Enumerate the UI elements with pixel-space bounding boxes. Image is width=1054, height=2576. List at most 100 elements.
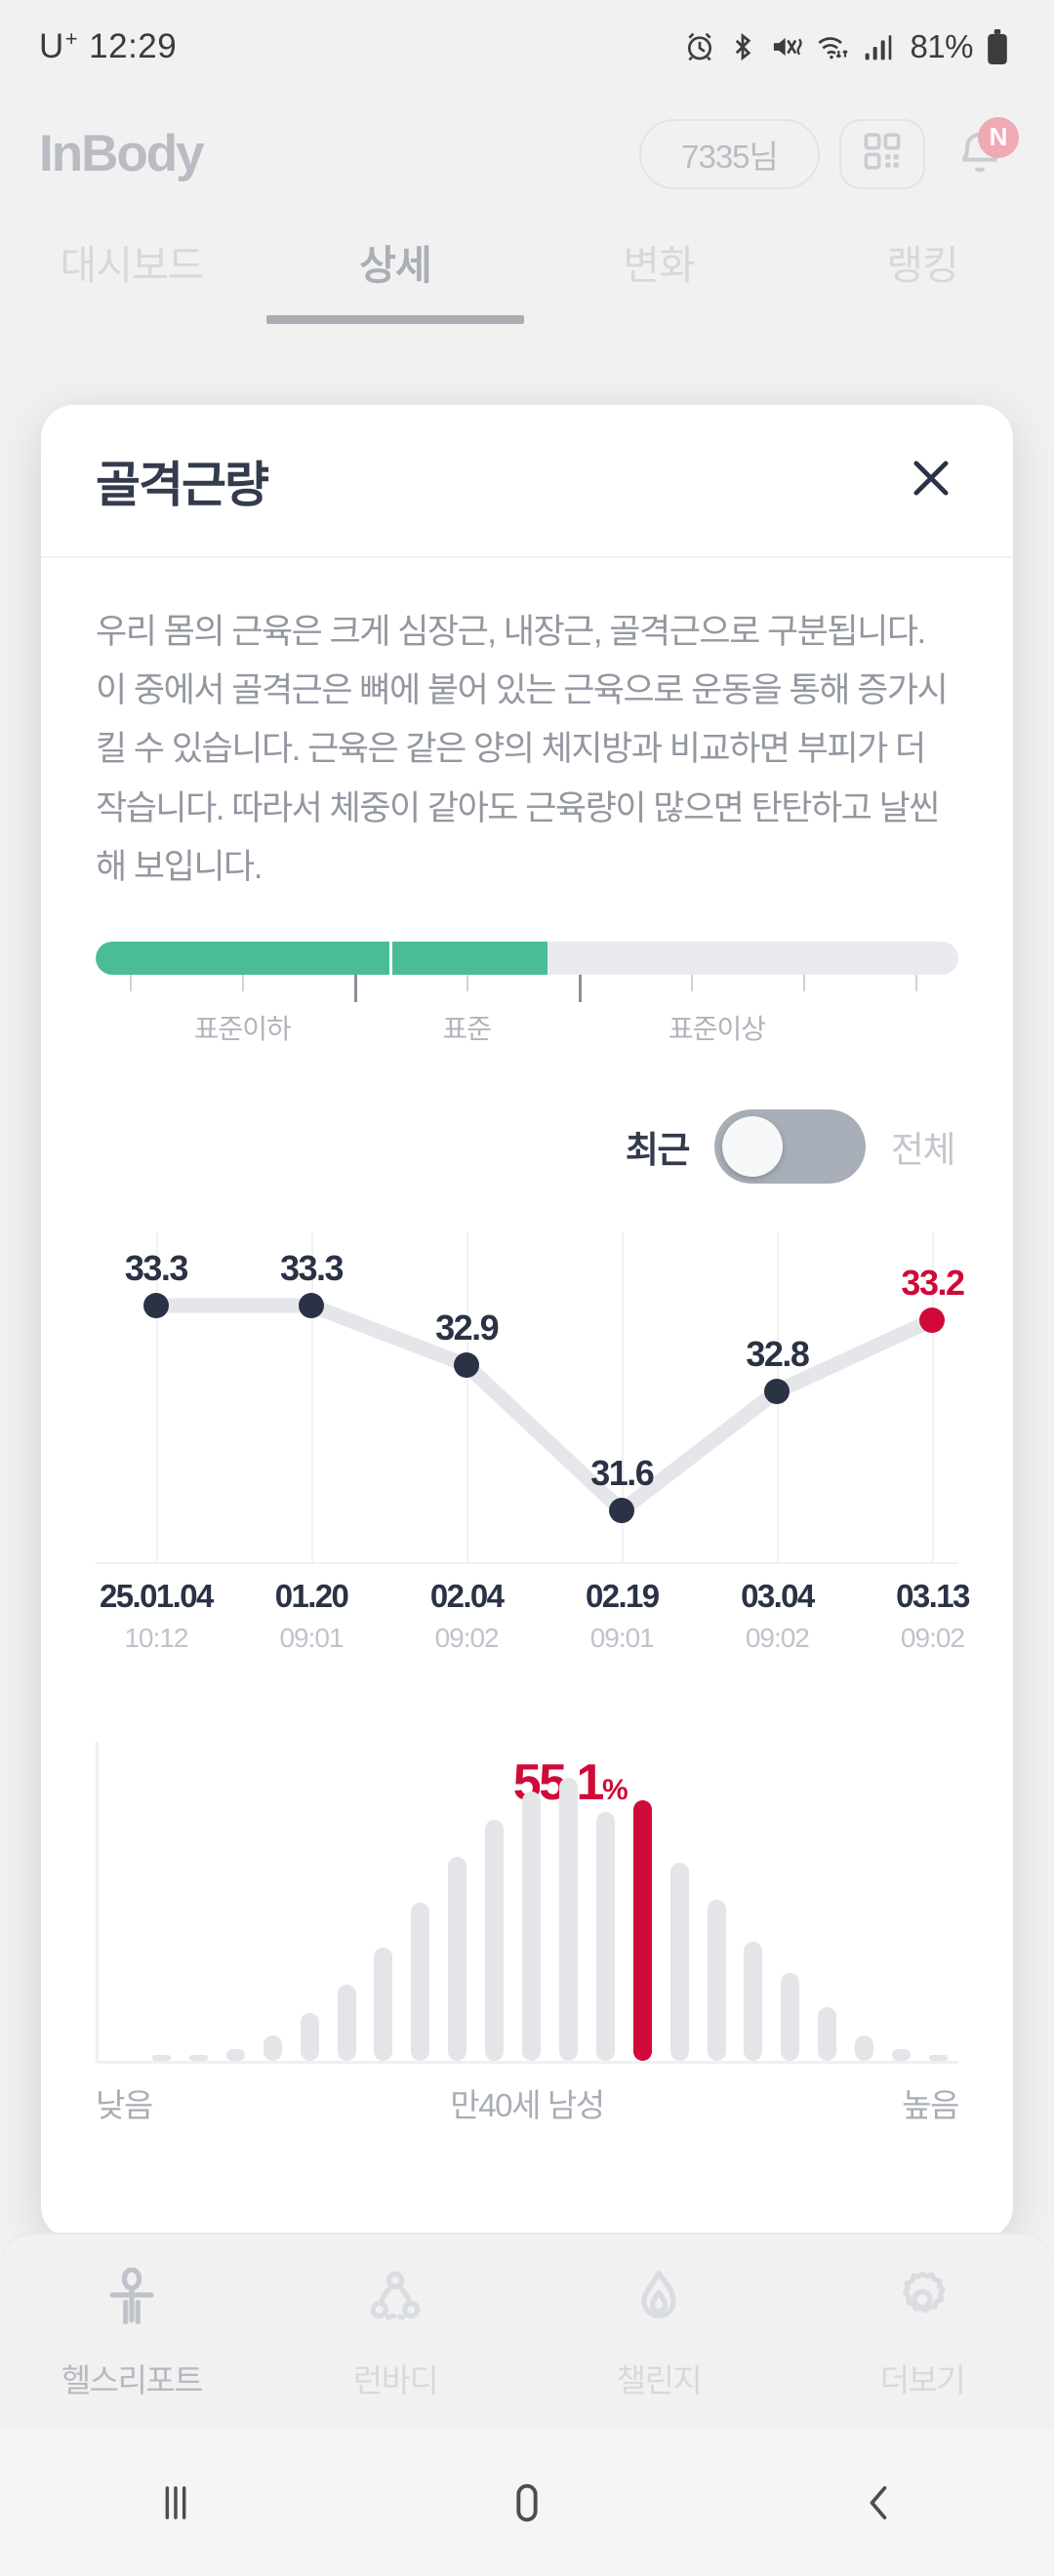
gauge-label-below: 표준이하 <box>193 1013 292 1044</box>
gear-icon <box>885 2263 959 2337</box>
line-chart-x-axis: 25.01.04 10:12 01.20 09:01 02.04 09:02 0… <box>96 1577 970 1685</box>
tab-dashboard[interactable]: 대시보드 <box>60 243 205 288</box>
toggle-label-all[interactable]: 전체 <box>890 1129 956 1170</box>
histogram-bar <box>152 2054 171 2061</box>
x-axis-tick-0: 25.01.04 10:12 <box>100 1577 214 1654</box>
x-axis-date-4: 03.04 <box>741 1577 815 1614</box>
nav-label-more: 더보기 <box>879 2362 966 2398</box>
histogram-bar <box>337 1984 356 2061</box>
tab-ranking[interactable]: 랭킹 <box>886 243 958 288</box>
nav-item-health-report[interactable]: 헬스리포트 <box>0 2263 264 2401</box>
clock-label: 12:29 <box>89 26 178 65</box>
status-bar-right: 81% <box>684 28 1009 65</box>
x-axis-tick-3: 02.19 09:01 <box>585 1577 660 1654</box>
header-actions: 7335님 N <box>639 116 1019 189</box>
standard-range-gauge: 표준이하 표준 표준이상 <box>96 941 958 1059</box>
tab-detail[interactable]: 상세 <box>264 232 527 324</box>
skeletal-muscle-modal: 골격근량 우리 몸의 근육은 크게 심장근, 내장근, 골격근으로 구분됩니다.… <box>41 405 1013 2239</box>
histogram-label-group: 만40세 남성 <box>450 2086 605 2123</box>
home-button[interactable] <box>351 2477 703 2528</box>
histogram-bar <box>225 2049 245 2061</box>
histogram-bar <box>595 1811 615 2061</box>
x-axis-time-1: 09:01 <box>279 1622 344 1653</box>
toggle-knob <box>721 1115 783 1177</box>
tab-bar: 대시보드 상세 변화 랭킹 <box>0 215 1054 332</box>
x-axis-date-0: 25.01.04 <box>100 1577 214 1614</box>
close-button[interactable] <box>900 450 962 512</box>
data-point-5[interactable] <box>919 1307 946 1333</box>
nav-label-runbody: 런바디 <box>352 2362 439 2398</box>
histogram-bar <box>892 2049 912 2061</box>
alarm-icon <box>684 31 715 62</box>
gauge-label-above: 표준이상 <box>668 1013 766 1044</box>
histogram-y-axis <box>96 1741 99 2064</box>
app-header: InBody 7335님 N <box>0 93 1054 215</box>
body-person-icon <box>95 2263 169 2337</box>
notification-badge: N <box>978 116 1019 158</box>
line-chart-path <box>148 1298 940 1518</box>
qr-code-button[interactable] <box>839 118 925 189</box>
battery-percent-label: 81% <box>910 27 973 64</box>
x-axis-date-5: 03.13 <box>896 1577 970 1614</box>
histogram-bar-user <box>632 1800 652 2061</box>
cellular-signal-icon <box>864 31 893 62</box>
x-axis-time-4: 09:02 <box>745 1622 810 1653</box>
recents-button[interactable] <box>0 2477 351 2528</box>
x-axis-tick-5: 03.13 09:02 <box>896 1577 970 1654</box>
x-axis-time-5: 09:02 <box>900 1622 965 1653</box>
gauge-segment-divider <box>389 941 393 975</box>
x-axis-time-3: 09:01 <box>589 1622 655 1653</box>
data-label-5: 33.2 <box>901 1262 965 1303</box>
wifi-icon <box>816 31 851 62</box>
histogram-bar <box>781 1973 800 2061</box>
nav-item-runbody[interactable]: 런바디 <box>264 2263 527 2401</box>
data-point-3[interactable] <box>609 1497 635 1523</box>
gauge-fill <box>96 941 548 975</box>
carrier-sup: + <box>64 25 79 51</box>
tab-change[interactable]: 변화 <box>623 243 695 288</box>
data-point-0[interactable] <box>142 1292 169 1318</box>
data-point-1[interactable] <box>299 1292 324 1318</box>
toggle-label-recent[interactable]: 최근 <box>625 1129 691 1170</box>
recent-all-toggle[interactable] <box>713 1108 866 1184</box>
histogram-bar <box>411 1902 430 2061</box>
x-axis-time-2: 09:02 <box>434 1622 500 1653</box>
modal-title: 골격근량 <box>96 457 269 512</box>
nav-item-more[interactable]: 더보기 <box>790 2263 1054 2401</box>
histogram-label-high: 높음 <box>902 2086 959 2123</box>
histogram-bar <box>855 2034 874 2061</box>
status-bar-left: U + 12:29 <box>39 25 178 66</box>
app-logo: InBody <box>39 125 205 182</box>
battery-icon <box>986 28 1009 64</box>
x-axis-time-0: 10:12 <box>124 1622 188 1653</box>
histogram-bar <box>448 1857 467 2061</box>
gauge-label-standard: 표준 <box>442 1013 492 1044</box>
x-axis-date-1: 01.20 <box>274 1577 349 1614</box>
user-pill-button[interactable]: 7335님 <box>639 118 820 189</box>
running-icon <box>358 2263 432 2337</box>
range-toggle-row: 최근 전체 <box>96 1108 958 1184</box>
x-axis-tick-2: 02.04 09:02 <box>430 1578 505 1654</box>
histogram-bar <box>188 2054 208 2061</box>
close-icon <box>906 453 956 508</box>
histogram-bar <box>707 1899 726 2061</box>
histogram-bar <box>669 1862 689 2061</box>
x-axis-date-3: 02.19 <box>585 1577 660 1614</box>
nav-label-health-report: 헬스리포트 <box>61 2362 204 2398</box>
histogram-bar <box>744 1942 763 2061</box>
flame-icon <box>622 2263 696 2337</box>
gauge-labels: 표준이하 표준 표준이상 <box>96 1008 958 1059</box>
user-percentile-unit: % <box>601 1773 628 1806</box>
muscle-trend-line-chart: 33.3 33.3 32.9 31.6 32.8 33.2 <box>96 1231 965 1564</box>
bluetooth-icon <box>728 31 757 62</box>
modal-divider <box>41 556 1013 558</box>
status-bar: U + 12:29 <box>0 0 1054 93</box>
data-label-2: 32.9 <box>435 1307 500 1348</box>
data-point-4[interactable] <box>764 1378 790 1404</box>
data-label-4: 32.8 <box>746 1333 810 1374</box>
data-point-2[interactable] <box>454 1351 480 1378</box>
nav-label-challenge: 챌린지 <box>616 2362 703 2398</box>
notification-button[interactable]: N <box>945 116 1019 189</box>
back-button[interactable] <box>703 2477 1054 2528</box>
nav-item-challenge[interactable]: 챌린지 <box>527 2263 790 2401</box>
